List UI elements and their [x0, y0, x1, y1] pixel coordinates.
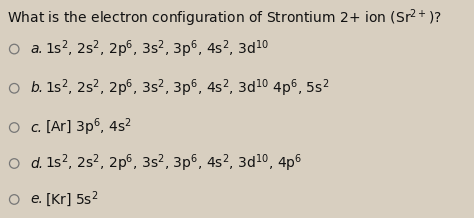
Text: b.: b.	[31, 81, 44, 95]
Text: [Kr] 5s$^{2}$: [Kr] 5s$^{2}$	[45, 189, 99, 209]
Text: e.: e.	[31, 192, 44, 206]
Text: 1s$^{2}$, 2s$^{2}$, 2p$^{6}$, 3s$^{2}$, 3p$^{6}$, 4s$^{2}$, 3d$^{10}$: 1s$^{2}$, 2s$^{2}$, 2p$^{6}$, 3s$^{2}$, …	[45, 38, 269, 60]
Text: a.: a.	[31, 42, 44, 56]
Text: 1s$^{2}$, 2s$^{2}$, 2p$^{6}$, 3s$^{2}$, 3p$^{6}$, 4s$^{2}$, 3d$^{10}$, 4p$^{6}$: 1s$^{2}$, 2s$^{2}$, 2p$^{6}$, 3s$^{2}$, …	[45, 153, 302, 174]
Text: c.: c.	[31, 121, 43, 135]
Text: What is the electron configuration of Strontium 2+ ion (Sr$^{2+}$)?: What is the electron configuration of St…	[7, 8, 442, 29]
Text: d.: d.	[31, 157, 44, 170]
Text: 1s$^{2}$, 2s$^{2}$, 2p$^{6}$, 3s$^{2}$, 3p$^{6}$, 4s$^{2}$, 3d$^{10}$ 4p$^{6}$, : 1s$^{2}$, 2s$^{2}$, 2p$^{6}$, 3s$^{2}$, …	[45, 77, 329, 99]
Text: [Ar] 3p$^{6}$, 4s$^{2}$: [Ar] 3p$^{6}$, 4s$^{2}$	[45, 117, 132, 138]
